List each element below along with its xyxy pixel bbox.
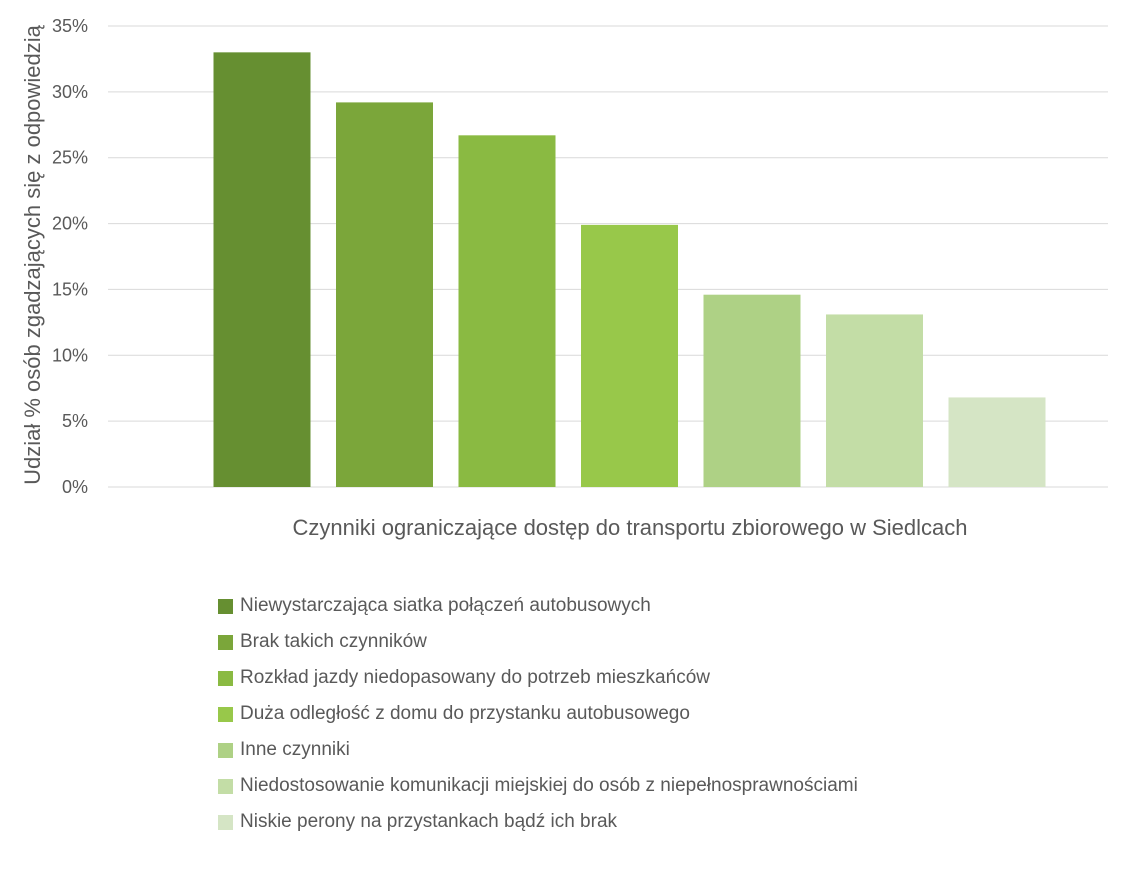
y-tick-label: 5% (62, 411, 88, 431)
legend-swatch (218, 742, 233, 758)
legend-label: Niewystarczająca siatka połączeń autobus… (240, 595, 651, 616)
y-tick-label: 10% (52, 345, 88, 365)
bar-2 (336, 102, 433, 487)
legend: Niewystarczająca siatka połączeń autobus… (218, 588, 858, 840)
legend-swatch (218, 706, 233, 722)
legend-label: Duża odległość z domu do przystanku auto… (240, 703, 690, 724)
bar-4 (581, 224, 678, 488)
bars (213, 52, 1046, 488)
legend-item: Niewystarczająca siatka połączeń autobus… (218, 588, 858, 624)
bar-6 (826, 314, 923, 487)
y-tick-label: 0% (62, 477, 88, 497)
legend-item: Duża odległość z domu do przystanku auto… (218, 696, 858, 732)
legend-item: Rozkład jazdy niedopasowany do potrzeb m… (218, 660, 858, 696)
y-tick-label: 30% (52, 82, 88, 102)
legend-swatch (218, 670, 233, 686)
bar-1 (213, 52, 311, 487)
legend-label: Niedostosowanie komunikacji miejskiej do… (240, 775, 858, 796)
legend-item: Brak takich czynników (218, 624, 858, 660)
legend-label: Rozkład jazdy niedopasowany do potrzeb m… (240, 667, 710, 688)
legend-swatch (218, 814, 233, 830)
y-axis-title: Udział % osób zgadzających się z odpowie… (20, 24, 45, 485)
legend-label: Brak takich czynników (240, 631, 427, 652)
y-tick-label: 15% (52, 279, 88, 299)
legend-label: Inne czynniki (240, 739, 350, 760)
legend-item: Niskie perony na przystankach bądź ich b… (218, 804, 858, 840)
legend-item: Inne czynniki (218, 732, 858, 768)
legend-item: Niedostosowanie komunikacji miejskiej do… (218, 768, 858, 804)
legend-swatch (218, 778, 233, 794)
bar-7 (948, 397, 1046, 487)
legend-label: Niskie perony na przystankach bądź ich b… (240, 811, 618, 832)
legend-swatch (218, 598, 233, 614)
y-axis-ticks: 0% 5% 10% 15% 20% 25% 30% 35% (52, 16, 88, 497)
y-tick-label: 20% (52, 214, 88, 234)
x-axis-title: Czynniki ograniczające dostęp do transpo… (292, 515, 967, 540)
bar-chart: 0% 5% 10% 15% 20% 25% 30% 35% Udział % osób zga… (20, 16, 1108, 540)
bar-3 (458, 135, 556, 487)
y-tick-label: 25% (52, 148, 88, 168)
legend-swatch (218, 634, 233, 650)
y-tick-label: 35% (52, 16, 88, 36)
bar-5 (703, 294, 801, 487)
